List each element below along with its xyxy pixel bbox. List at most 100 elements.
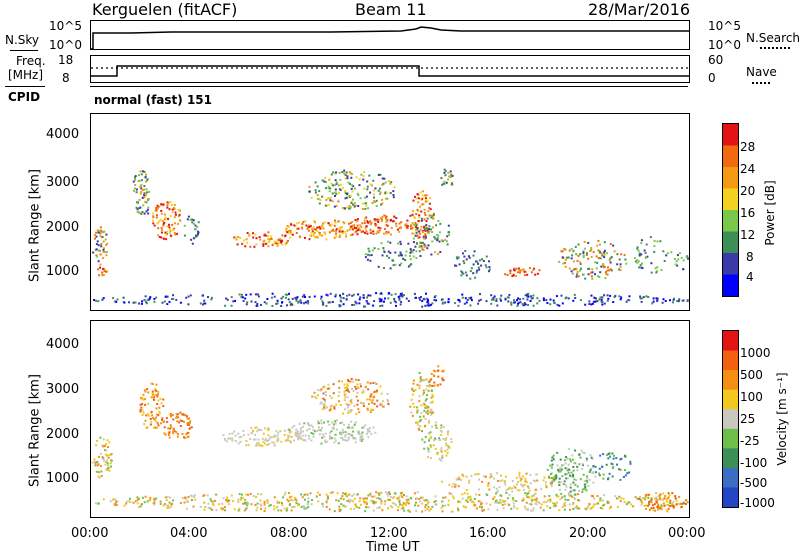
power-cell bbox=[478, 299, 481, 302]
power-cell bbox=[653, 245, 656, 248]
velocity-cell bbox=[354, 441, 357, 444]
power-cell bbox=[144, 295, 147, 298]
velocity-cell bbox=[548, 494, 551, 497]
power-cell bbox=[390, 218, 392, 221]
velocity-cell bbox=[359, 401, 362, 404]
velocity-cell bbox=[475, 493, 477, 496]
power-cell bbox=[638, 254, 641, 257]
velocity-cell bbox=[239, 440, 242, 443]
velocity-cell bbox=[428, 421, 430, 424]
power-cell bbox=[294, 296, 297, 299]
power-cell bbox=[570, 247, 573, 250]
velocity-cell bbox=[324, 400, 327, 403]
power-cell bbox=[422, 236, 425, 239]
power-cell bbox=[422, 249, 425, 251]
power-cell bbox=[424, 234, 427, 237]
velocity-cell bbox=[328, 508, 331, 511]
power-cell bbox=[242, 239, 245, 242]
velocity-cell bbox=[565, 456, 567, 459]
velocity-cell bbox=[209, 507, 212, 510]
velocity-cell bbox=[354, 385, 357, 388]
power-cell bbox=[595, 267, 598, 270]
power-cell bbox=[395, 217, 398, 219]
power-cell bbox=[426, 298, 429, 301]
velocity-cell bbox=[567, 492, 570, 494]
velocity-cell bbox=[413, 492, 416, 495]
velocity-cell bbox=[405, 495, 408, 498]
power-cell bbox=[641, 267, 644, 270]
velocity-cell bbox=[330, 491, 333, 494]
velocity-cell bbox=[503, 480, 506, 483]
power-cell bbox=[174, 213, 177, 216]
velocity-cell bbox=[597, 502, 600, 505]
velocity-cell bbox=[445, 444, 448, 447]
power-cell bbox=[314, 189, 317, 192]
power-cell bbox=[462, 260, 465, 263]
velocity-cell bbox=[142, 393, 145, 396]
velocity-cell bbox=[531, 499, 533, 502]
velocity-cell bbox=[553, 505, 556, 508]
velocity-cell bbox=[406, 501, 409, 504]
velocity-cell bbox=[347, 409, 350, 412]
power-cell bbox=[470, 296, 473, 299]
power-cell bbox=[263, 234, 266, 237]
power-cell bbox=[587, 257, 590, 260]
velocity-cell bbox=[645, 493, 648, 496]
power-cell bbox=[439, 251, 442, 253]
power-cell bbox=[342, 297, 345, 300]
velocity-cell bbox=[96, 439, 98, 442]
velocity-cell bbox=[263, 442, 266, 445]
power-cell bbox=[374, 224, 377, 227]
velocity-cell bbox=[524, 492, 527, 495]
velocity-cell bbox=[624, 474, 627, 477]
power-cell bbox=[298, 221, 301, 224]
velocity-cell bbox=[164, 433, 167, 436]
power-cell bbox=[304, 301, 307, 304]
power-cell bbox=[519, 271, 521, 274]
velocity-cell bbox=[563, 504, 566, 507]
velocity-cell bbox=[655, 496, 658, 499]
power-cell bbox=[349, 206, 352, 209]
velocity-cell bbox=[393, 502, 396, 505]
power-cell bbox=[385, 221, 388, 223]
velocity-cell bbox=[371, 495, 374, 498]
power-cell bbox=[385, 231, 388, 234]
velocity-cell bbox=[402, 507, 405, 510]
velocity-cb-tick: 25 bbox=[740, 412, 756, 426]
power-cell bbox=[383, 251, 386, 253]
velocity-cell bbox=[272, 436, 275, 438]
power-cell bbox=[287, 231, 290, 234]
power-cell bbox=[270, 238, 273, 240]
power-cell bbox=[183, 234, 186, 237]
velocity-cell bbox=[185, 497, 188, 500]
power-cell bbox=[560, 294, 563, 297]
power-cell bbox=[187, 303, 190, 306]
power-cell bbox=[328, 224, 331, 227]
power-cell bbox=[324, 204, 327, 207]
velocity-cell bbox=[423, 447, 426, 450]
power-cell bbox=[316, 226, 319, 229]
velocity-cell bbox=[256, 493, 259, 495]
velocity-cell bbox=[435, 425, 438, 428]
power-cell bbox=[345, 171, 348, 174]
velocity-cell bbox=[350, 426, 353, 429]
velocity-cell bbox=[323, 385, 326, 388]
power-cell bbox=[423, 245, 426, 248]
power-cell bbox=[143, 299, 146, 302]
velocity-cell bbox=[505, 491, 508, 494]
velocity-cell bbox=[493, 496, 496, 498]
velocity-cell bbox=[584, 486, 587, 488]
power-cell bbox=[386, 219, 389, 222]
power-cell bbox=[160, 212, 163, 215]
velocity-cell bbox=[115, 500, 118, 503]
power-cell bbox=[461, 271, 464, 274]
power-cell bbox=[403, 294, 405, 297]
power-cell bbox=[434, 251, 437, 254]
velocity-cell bbox=[492, 497, 495, 500]
power-cell bbox=[369, 183, 372, 186]
power-cell bbox=[147, 212, 150, 215]
power-cell bbox=[339, 294, 341, 297]
velocity-cell bbox=[340, 431, 343, 434]
power-cell bbox=[469, 304, 472, 307]
velocity-cell bbox=[426, 406, 429, 409]
